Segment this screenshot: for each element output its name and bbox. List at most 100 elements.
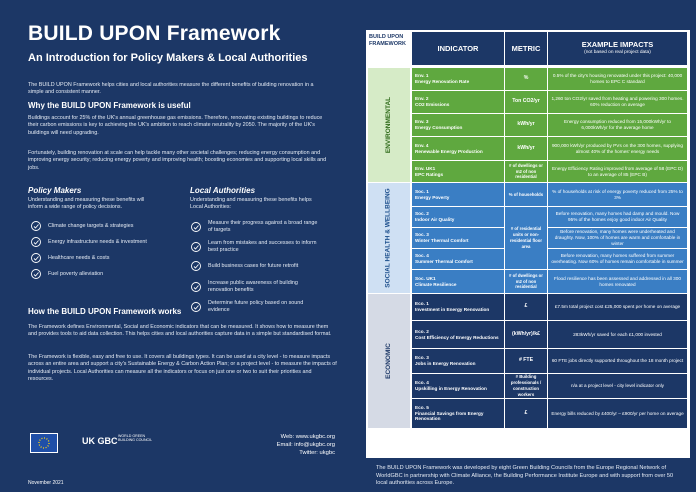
- metric-cell: # FTE: [505, 349, 547, 374]
- contact-line: Web: www.ukgbc.org: [280, 434, 335, 440]
- indicator-code: Soc. 4: [415, 253, 429, 259]
- metric-cell: £: [505, 399, 547, 429]
- metric-cell: kWh/yr: [505, 137, 547, 161]
- impact-cell: Energy consumption reduced from 15,000kW…: [548, 114, 687, 137]
- metric-cell: Ton CO2/yr: [505, 91, 547, 114]
- contact-line: Email: info@ukgbc.org: [276, 442, 335, 448]
- indicator-cell: Eco. 4 Upskilling in Energy Renovation: [412, 374, 504, 399]
- metric-cell: kWh/yr: [505, 114, 547, 137]
- list-item-text: Healthcare needs & costs: [48, 254, 110, 261]
- indicator-code: Soc. 3: [415, 232, 429, 238]
- list-item-text: Energy infrastructure needs & investment: [48, 238, 147, 245]
- impact-cell: £7.5m total project cost £25,000 spent p…: [548, 294, 687, 321]
- icon: [191, 261, 201, 271]
- impact-cell: Before renovation, many homes had damp a…: [548, 207, 687, 228]
- section-label-text: ENVIRONMENTAL: [385, 96, 392, 154]
- impact-cell: 283kWh/yr saved for each £1,000 invested: [548, 321, 687, 349]
- indicator-name: Renewable Energy Production: [415, 148, 483, 154]
- list-item-text: Measure their progress against a broad r…: [208, 220, 318, 233]
- indicator-cell: Env. 1 Energy Renovation Rate: [412, 68, 504, 91]
- logo: UK GBC: [82, 436, 118, 446]
- list-item: Energy infrastructure needs & investment: [30, 236, 165, 248]
- icon: [31, 221, 41, 231]
- indicator-name: Cost Efficiency of Energy Reductions: [415, 334, 499, 340]
- indicator-code: Eco. 5: [415, 404, 429, 410]
- column-heading: Local Authorities: [190, 186, 256, 195]
- header-cell: INDICATOR: [412, 32, 504, 66]
- impact-cell: 0.5% of the city's housing renovated und…: [548, 68, 687, 91]
- impact-cell: Energy bills reduced by £400/yr – £900/y…: [548, 399, 687, 429]
- list-item: Learn from mistakes and successes to inf…: [190, 240, 320, 254]
- metric-cell: # of dwellings or m2 of non residential: [505, 161, 547, 183]
- indicator-cell: Soc. 1 Energy Poverty: [412, 183, 504, 207]
- indicator-name: Energy Renovation Rate: [415, 79, 470, 84]
- metric-cell: £: [505, 294, 547, 321]
- subtitle: An Introduction for Policy Makers & Loca…: [28, 52, 308, 64]
- indicator-code: Env. 4: [415, 142, 429, 148]
- indicator-cell: Eco. 3 Jobs in Energy Renovation: [412, 349, 504, 374]
- paragraph: The Framework is flexible, easy and free…: [28, 354, 337, 383]
- indicator-name: EPC Ratings: [415, 171, 444, 177]
- indicator-name: Financial Savings from Energy Renovation: [415, 410, 484, 422]
- header-text: EXAMPLE IMPACTS: [581, 39, 654, 49]
- section-label-text: SOCIAL HEALTH & WELLBEING: [385, 188, 392, 288]
- indicator-name: Investment in Energy Renovation: [415, 307, 490, 312]
- logo: WORLD GREEN BUILDING COUNCIL: [118, 434, 153, 443]
- indicator-code: Env. 3: [415, 119, 429, 125]
- indicator-cell: Eco. 5 Financial Savings from Energy Reno…: [412, 399, 504, 429]
- icon: [31, 253, 41, 263]
- metric-cell: %: [505, 68, 547, 91]
- impact-cell: 900,000 kWh/yr produced by PVs on the 30…: [548, 137, 687, 161]
- list-item: Increase public awareness of building re…: [190, 280, 320, 294]
- icon: [31, 237, 41, 247]
- metric-cell: # of residential units or non-residentia…: [505, 207, 547, 270]
- column-heading: Policy Makers: [28, 186, 82, 195]
- impact-cell: Flood resilience has been assessed and a…: [548, 270, 687, 294]
- list-item-text: Determine future policy based on sound e…: [208, 300, 304, 313]
- section-label: ENVIRONMENTAL: [368, 68, 410, 182]
- indicator-cell: Eco. 2 Cost Efficiency of Energy Reductio…: [412, 321, 504, 349]
- indicator-code: Env. 2: [415, 96, 429, 102]
- indicator-name: Jobs in Energy Renovation: [415, 361, 476, 366]
- metric-cell: (kWh/yr)/k£: [505, 321, 547, 349]
- indicator-cell: Env. 4 Renewable Energy Production: [412, 137, 504, 161]
- list-item-text: Climate change targets & strategies: [48, 222, 134, 229]
- indicator-code: Soc. 1: [415, 188, 429, 194]
- indicator-name: CO2 Emissions: [415, 102, 450, 107]
- list-item-text: Increase public awareness of building re…: [208, 280, 298, 293]
- list-item-text: Learn from mistakes and successes to inf…: [208, 240, 317, 253]
- contact-line: Twitter: ukgbc: [299, 450, 335, 456]
- metric-cell: # Building professionals / construction …: [505, 374, 547, 399]
- column-text: Understanding and measuring these benefi…: [28, 197, 145, 211]
- indicator-name: Upskilling in Energy Renovation: [415, 386, 487, 391]
- eu-stars: [38, 437, 50, 449]
- indicator-code: Soc. 2: [415, 211, 429, 217]
- list-item-text: Fuel poverty alleviation: [48, 270, 104, 277]
- list-item: Determine future policy based on sound e…: [190, 300, 320, 314]
- column-text: Understanding and measuring these benefi…: [190, 197, 312, 211]
- icon: [31, 269, 41, 279]
- impact-cell: Before renovation, many homes were under…: [548, 228, 687, 249]
- indicator-cell: Env. UK1 EPC Ratings: [412, 161, 504, 183]
- impact-cell: Before renovation, many homes suffered f…: [548, 249, 687, 270]
- icon: [191, 302, 201, 312]
- indicator-name: Energy Poverty: [415, 194, 450, 200]
- paragraph: Fortunately, building renovation at scal…: [28, 150, 327, 171]
- intro: The BUILD UPON Framework helps cities an…: [28, 82, 314, 96]
- list-item: Climate change targets & strategies: [30, 220, 165, 232]
- indicator-name: Climate Resilience: [415, 281, 457, 287]
- indicator-cell: Soc. 3 Winter Thermal Comfort: [412, 228, 504, 249]
- list-item: Measure their progress against a broad r…: [190, 220, 320, 234]
- section-label: ECONOMIC: [368, 294, 410, 428]
- list-item: Build business cases for future retrofit: [190, 260, 320, 272]
- paragraph: The Framework defines Environmental, Soc…: [28, 324, 332, 338]
- indicator-code: Env. 1: [415, 73, 429, 79]
- section-label: SOCIAL HEALTH & WELLBEING: [368, 183, 410, 293]
- indicator-code: Env. UK1: [415, 165, 436, 171]
- indicator-name: Winter Thermal Comfort: [415, 238, 469, 243]
- impact-cell: n/a at a project level - city level indi…: [548, 374, 687, 399]
- metric-cell: % of households: [505, 183, 547, 207]
- indicator-code: Soc. UK1: [415, 275, 436, 281]
- title: BUILD UPON Framework: [28, 22, 281, 45]
